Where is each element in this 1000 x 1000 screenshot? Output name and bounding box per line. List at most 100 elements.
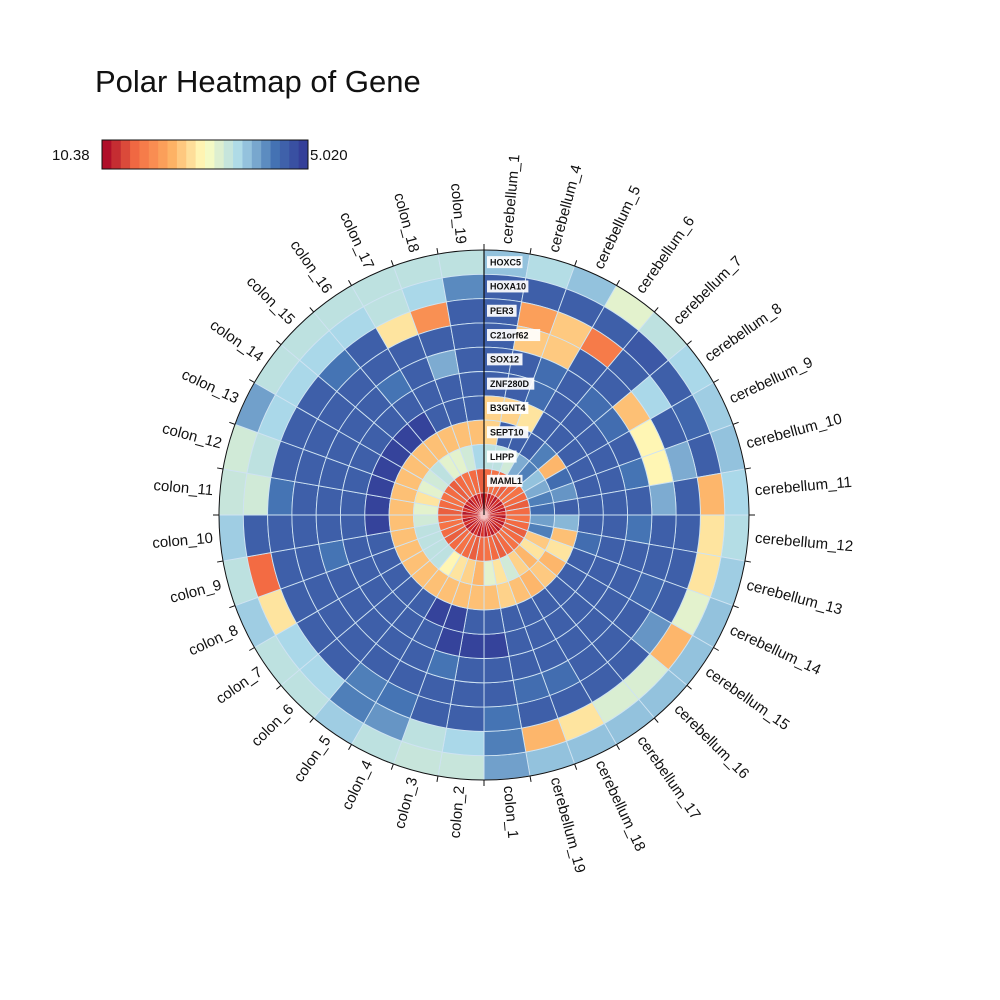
angular-tick [436, 248, 439, 255]
heatmap-cell [672, 514, 701, 554]
sample-label: cerebellum_4 [546, 163, 586, 254]
angular-tick [249, 379, 255, 383]
angular-tick [686, 684, 692, 690]
angular-tick [744, 467, 751, 470]
angular-tick [390, 260, 394, 267]
colorbar-swatch [261, 140, 271, 169]
angular-tick [713, 379, 719, 383]
sample-label: cerebellum_17 [633, 733, 703, 823]
sample-label: cerebellum_13 [745, 577, 844, 619]
colorbar-swatch [214, 140, 225, 169]
colorbar-min-label: 10.38 [52, 147, 90, 164]
sample-label: colon_11 [153, 477, 214, 499]
sample-label: cerebellum_15 [702, 664, 792, 734]
angular-tick [229, 605, 236, 609]
heatmap-cell [437, 751, 485, 781]
angular-tick [529, 775, 532, 782]
heatmap-cell [445, 703, 485, 732]
heatmap-cell [454, 346, 485, 375]
heatmap-cell [291, 514, 320, 549]
colorbar-swatch [111, 140, 122, 169]
sample-label: colon_16 [287, 237, 336, 297]
gene-label: C21orf62 [490, 330, 529, 340]
heatmap-cell [600, 489, 628, 516]
colorbar-swatch [242, 140, 253, 169]
heatmap-cell [267, 514, 296, 554]
chart-title: Polar Heatmap of Gene [95, 64, 421, 99]
colorbar-border [101, 139, 309, 170]
angular-tick [309, 717, 315, 723]
heatmap-cell [450, 322, 485, 351]
sample-label: colon_13 [179, 366, 241, 407]
gene-labels: HOXC5 HOXA10 PER3 C21orf62 SOX12 ZNF280D B3GNT… [487, 256, 541, 487]
colorbar-swatch [167, 140, 178, 169]
colorbar-swatch [139, 140, 150, 169]
angular-tick [713, 647, 719, 651]
sample-label: colon_3 [391, 775, 421, 830]
sample-label: colon_5 [290, 733, 334, 786]
angular-tick [616, 744, 620, 750]
sample-label: colon_15 [243, 273, 298, 328]
heatmap-cell [450, 679, 485, 708]
angular-tick [686, 340, 692, 346]
gene-label: SEPT10 [490, 427, 524, 437]
heatmap-cell [441, 273, 485, 303]
sample-label: cerebellum_6 [633, 213, 699, 297]
sample-label: colon_8 [186, 622, 241, 660]
gene-label: SOX12 [490, 355, 519, 365]
gene-label-bg [487, 426, 529, 439]
angular-tick [217, 467, 224, 470]
colorbar-swatch [120, 140, 131, 169]
heatmap-cell [672, 476, 701, 516]
heatmap-cell [242, 472, 272, 516]
heatmap-cell [364, 514, 392, 537]
colorbar-swatch [270, 140, 281, 169]
sample-label: cerebellum_12 [754, 530, 854, 556]
heatmap-cell [483, 703, 523, 732]
gene-label-bg [487, 304, 517, 317]
heatmap-cell [720, 468, 750, 516]
angular-tick [390, 763, 394, 770]
gene-label-bg [487, 280, 529, 293]
sample-label: colon_1 [500, 785, 522, 839]
sample-label: cerebellum_11 [754, 474, 852, 499]
angular-tick [653, 717, 659, 723]
heatmap-cell [576, 493, 604, 516]
sample-label: cerebellum_18 [592, 758, 649, 854]
angular-tick [249, 647, 255, 651]
heatmap-cell [458, 371, 485, 399]
heatmap-cell [720, 514, 750, 562]
sample-label: cerebellum_9 [727, 354, 816, 407]
angular-tick [529, 248, 532, 255]
sample-label: cerebellum_16 [671, 701, 753, 783]
heatmap-cell [483, 727, 527, 757]
gene-label: HOXA10 [490, 282, 526, 292]
heatmap-cell [340, 514, 368, 541]
heatmap-cell [624, 485, 653, 516]
angular-tick [732, 421, 739, 425]
sample-label: colon_10 [152, 530, 214, 552]
sample-label: colon_14 [207, 317, 267, 366]
colorbar-swatch [102, 140, 112, 169]
heatmap-cell [218, 468, 248, 516]
gene-label-bg [487, 474, 523, 487]
angular-tick [436, 775, 439, 782]
sample-label: colon_7 [213, 664, 266, 708]
heatmap-cell [483, 631, 510, 659]
heatmap-cell [242, 514, 272, 558]
heatmap-cells [218, 249, 750, 781]
colorbar [101, 139, 309, 170]
sample-label: colon_2 [447, 785, 469, 839]
angular-tick [574, 763, 578, 770]
heatmap-cell [454, 655, 485, 684]
gene-label: ZNF280D [490, 379, 530, 389]
heatmap-cell [483, 655, 514, 684]
colorbar-swatch [298, 140, 309, 169]
heatmap-cell [441, 727, 485, 757]
heatmap-cell [315, 514, 344, 545]
angular-tick [276, 684, 282, 690]
colorbar-swatch [251, 140, 262, 169]
gene-label-bg [487, 329, 541, 342]
heatmap-cell [437, 249, 485, 279]
